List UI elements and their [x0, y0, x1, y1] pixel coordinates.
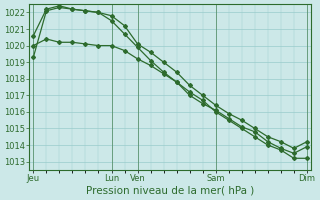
- X-axis label: Pression niveau de la mer( hPa ): Pression niveau de la mer( hPa ): [86, 186, 254, 196]
